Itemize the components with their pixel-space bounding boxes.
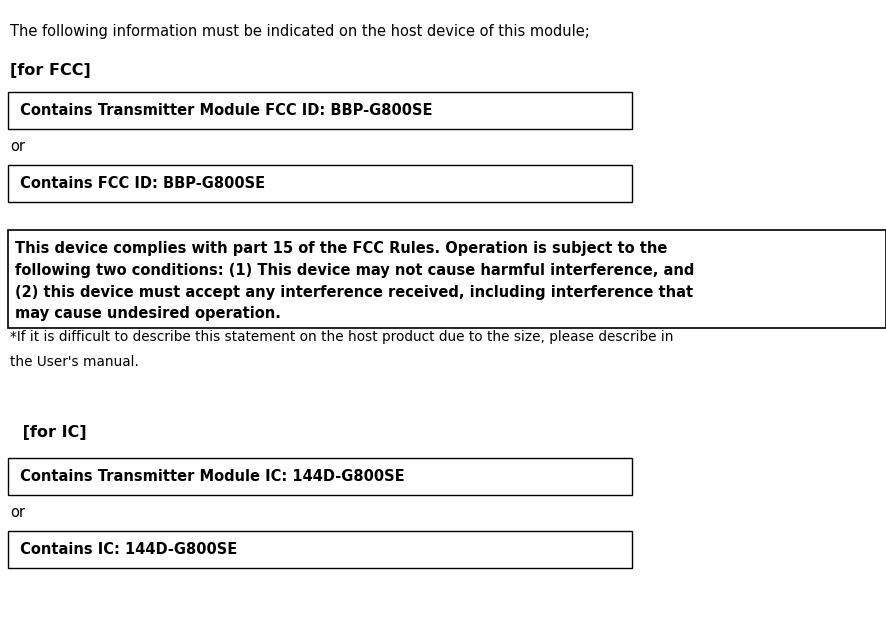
Text: [for IC]: [for IC] (17, 425, 86, 440)
FancyBboxPatch shape (8, 531, 631, 568)
Text: [for FCC]: [for FCC] (10, 63, 90, 79)
Text: The following information must be indicated on the host device of this module;: The following information must be indica… (10, 24, 589, 39)
Text: or: or (10, 139, 25, 155)
Text: may cause undesired operation.: may cause undesired operation. (15, 306, 281, 321)
Text: the User's manual.: the User's manual. (10, 355, 138, 369)
FancyBboxPatch shape (8, 230, 885, 328)
FancyBboxPatch shape (8, 165, 631, 202)
Text: following two conditions: (1) This device may not cause harmful interference, an: following two conditions: (1) This devic… (15, 262, 694, 278)
Text: This device complies with part 15 of the FCC Rules. Operation is subject to the: This device complies with part 15 of the… (15, 241, 666, 256)
Text: Contains FCC ID: BBP-G800SE: Contains FCC ID: BBP-G800SE (15, 176, 265, 191)
Text: Contains Transmitter Module IC: 144D-G800SE: Contains Transmitter Module IC: 144D-G80… (15, 469, 404, 484)
FancyBboxPatch shape (8, 458, 631, 495)
Text: (2) this device must accept any interference received, including interference th: (2) this device must accept any interfer… (15, 285, 693, 300)
Text: *If it is difficult to describe this statement on the host product due to the si: *If it is difficult to describe this sta… (10, 330, 672, 344)
FancyBboxPatch shape (8, 92, 631, 129)
Text: Contains Transmitter Module FCC ID: BBP-G800SE: Contains Transmitter Module FCC ID: BBP-… (15, 103, 432, 118)
Text: or: or (10, 505, 25, 521)
Text: Contains IC: 144D-G800SE: Contains IC: 144D-G800SE (15, 542, 237, 557)
